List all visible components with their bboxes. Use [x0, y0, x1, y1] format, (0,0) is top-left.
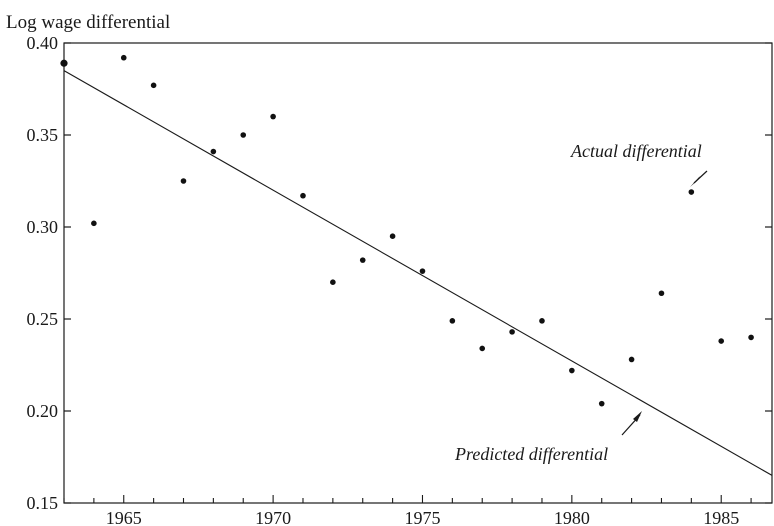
y-tick-label: 0.35 — [27, 125, 59, 145]
x-tick-label: 1980 — [554, 508, 590, 526]
actual-point — [688, 189, 695, 195]
actual-point — [240, 132, 247, 138]
y-tick-label: 0.40 — [27, 33, 59, 53]
actual-point — [509, 329, 515, 335]
actual-point — [748, 334, 754, 341]
x-tick-label: 1975 — [404, 508, 440, 526]
actual-point — [419, 268, 426, 274]
actual-point — [330, 279, 336, 286]
y-tick-label: 0.15 — [27, 493, 59, 513]
actual-point — [598, 400, 605, 407]
y-tick-label: 0.25 — [27, 309, 59, 329]
actual-point — [60, 59, 68, 67]
actual-point — [718, 338, 725, 344]
predicted-differential-line — [63, 70, 773, 476]
actual-point — [270, 113, 276, 120]
y-axis-title: Log wage differential — [6, 12, 170, 33]
actual-point — [91, 220, 97, 227]
predicted-line-layer — [63, 70, 773, 476]
actual-points-layer — [60, 54, 754, 407]
y-axis: 0.15 0.20 0.25 0.30 0.35 0.40 — [27, 33, 772, 513]
annotation-actual-arrowhead — [690, 176, 700, 187]
y-tick-label: 0.20 — [27, 401, 59, 421]
actual-point — [539, 318, 545, 324]
plot-frame — [63, 42, 773, 504]
actual-point — [569, 367, 575, 374]
actual-point — [300, 192, 306, 199]
actual-point — [180, 178, 187, 184]
x-tick-label: 1970 — [255, 508, 291, 526]
actual-point — [210, 148, 217, 155]
y-tick-label: 0.30 — [27, 217, 59, 237]
actual-point — [120, 54, 127, 61]
actual-point — [389, 233, 396, 239]
actual-point — [150, 82, 157, 89]
actual-point — [479, 345, 486, 352]
actual-point — [658, 290, 665, 297]
annotation-actual-differential: Actual differential — [570, 141, 702, 161]
x-axis: 1965 1970 1975 1980 1985 — [63, 495, 752, 526]
annotation-predicted-differential: Predicted differential — [454, 444, 608, 464]
x-tick-label: 1965 — [106, 508, 142, 526]
actual-point — [628, 356, 635, 363]
actual-point — [449, 318, 456, 324]
x-tick-label: 1985 — [703, 508, 739, 526]
annotation-predicted-arrowhead — [633, 411, 642, 422]
actual-point — [359, 257, 366, 263]
